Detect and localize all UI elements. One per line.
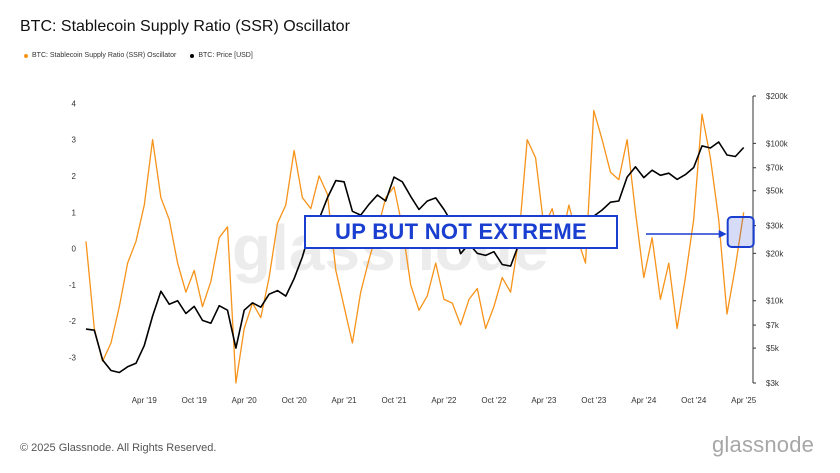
y-right-tick-label: $50k bbox=[766, 187, 784, 196]
y-left-tick-label: -3 bbox=[69, 354, 77, 363]
y-left-tick-label: 0 bbox=[72, 245, 77, 254]
legend-label-ssr: BTC: Stablecoin Supply Ratio (SSR) Oscil… bbox=[32, 52, 177, 59]
arrow-head bbox=[718, 230, 727, 238]
copyright-footer: © 2025 Glassnode. All Rights Reserved. bbox=[20, 442, 217, 454]
ssr-oscillator-line bbox=[85, 109, 745, 384]
legend-dot-price bbox=[190, 53, 195, 58]
x-tick-label: Oct '22 bbox=[481, 396, 507, 405]
y-right-tick-label: $200k bbox=[766, 92, 789, 101]
y-right-tick-label: $5k bbox=[766, 344, 780, 353]
x-tick-label: Oct '20 bbox=[282, 396, 308, 405]
y-left-tick-label: -1 bbox=[69, 281, 77, 290]
x-tick-label: Apr '24 bbox=[631, 396, 657, 405]
legend: BTC: Stablecoin Supply Ratio (SSR) Oscil… bbox=[24, 52, 253, 59]
highlight-box bbox=[726, 216, 755, 248]
x-tick-label: Oct '24 bbox=[681, 396, 707, 405]
x-tick-label: Oct '19 bbox=[182, 396, 208, 405]
x-tick-label: Oct '21 bbox=[381, 396, 407, 405]
y-right-tick-label: $20k bbox=[766, 249, 784, 258]
y-right-tick-label: $100k bbox=[766, 139, 789, 148]
callout-box: UP BUT NOT EXTREME bbox=[304, 215, 618, 249]
x-tick-label: Apr '25 bbox=[731, 396, 757, 405]
legend-item-price[interactable]: BTC: Price [USD] bbox=[190, 52, 253, 59]
y-left-tick-label: 3 bbox=[72, 136, 77, 145]
legend-dot-ssr bbox=[24, 53, 28, 58]
x-tick-label: Apr '20 bbox=[232, 396, 258, 405]
highlight-group bbox=[646, 216, 755, 248]
y-left-tick-label: 4 bbox=[72, 99, 77, 108]
x-tick-label: Apr '21 bbox=[332, 396, 358, 405]
x-tick-label: Oct '23 bbox=[581, 396, 607, 405]
y-right-tick-label: $3k bbox=[766, 379, 780, 388]
chart-series-group bbox=[85, 109, 745, 384]
y-right-tick-label: $10k bbox=[766, 297, 784, 306]
y-left-tick-label: -2 bbox=[69, 317, 77, 326]
y-left-tick-label: 2 bbox=[72, 172, 77, 181]
legend-label-price: BTC: Price [USD] bbox=[198, 52, 253, 59]
y-right-tick-label: $30k bbox=[766, 222, 784, 231]
btc-price-line bbox=[85, 141, 745, 374]
x-tick-label: Apr '23 bbox=[531, 396, 557, 405]
y-left-tick-label: 1 bbox=[72, 208, 77, 217]
legend-item-ssr[interactable]: BTC: Stablecoin Supply Ratio (SSR) Oscil… bbox=[24, 52, 176, 59]
x-tick-label: Apr '22 bbox=[431, 396, 457, 405]
y-right-tick-label: $7k bbox=[766, 321, 780, 330]
x-tick-label: Apr '19 bbox=[132, 396, 158, 405]
y-right-tick-label: $70k bbox=[766, 164, 784, 173]
chart-title: BTC: Stablecoin Supply Ratio (SSR) Oscil… bbox=[20, 18, 350, 35]
glassnode-logo: glassnode bbox=[712, 432, 815, 457]
